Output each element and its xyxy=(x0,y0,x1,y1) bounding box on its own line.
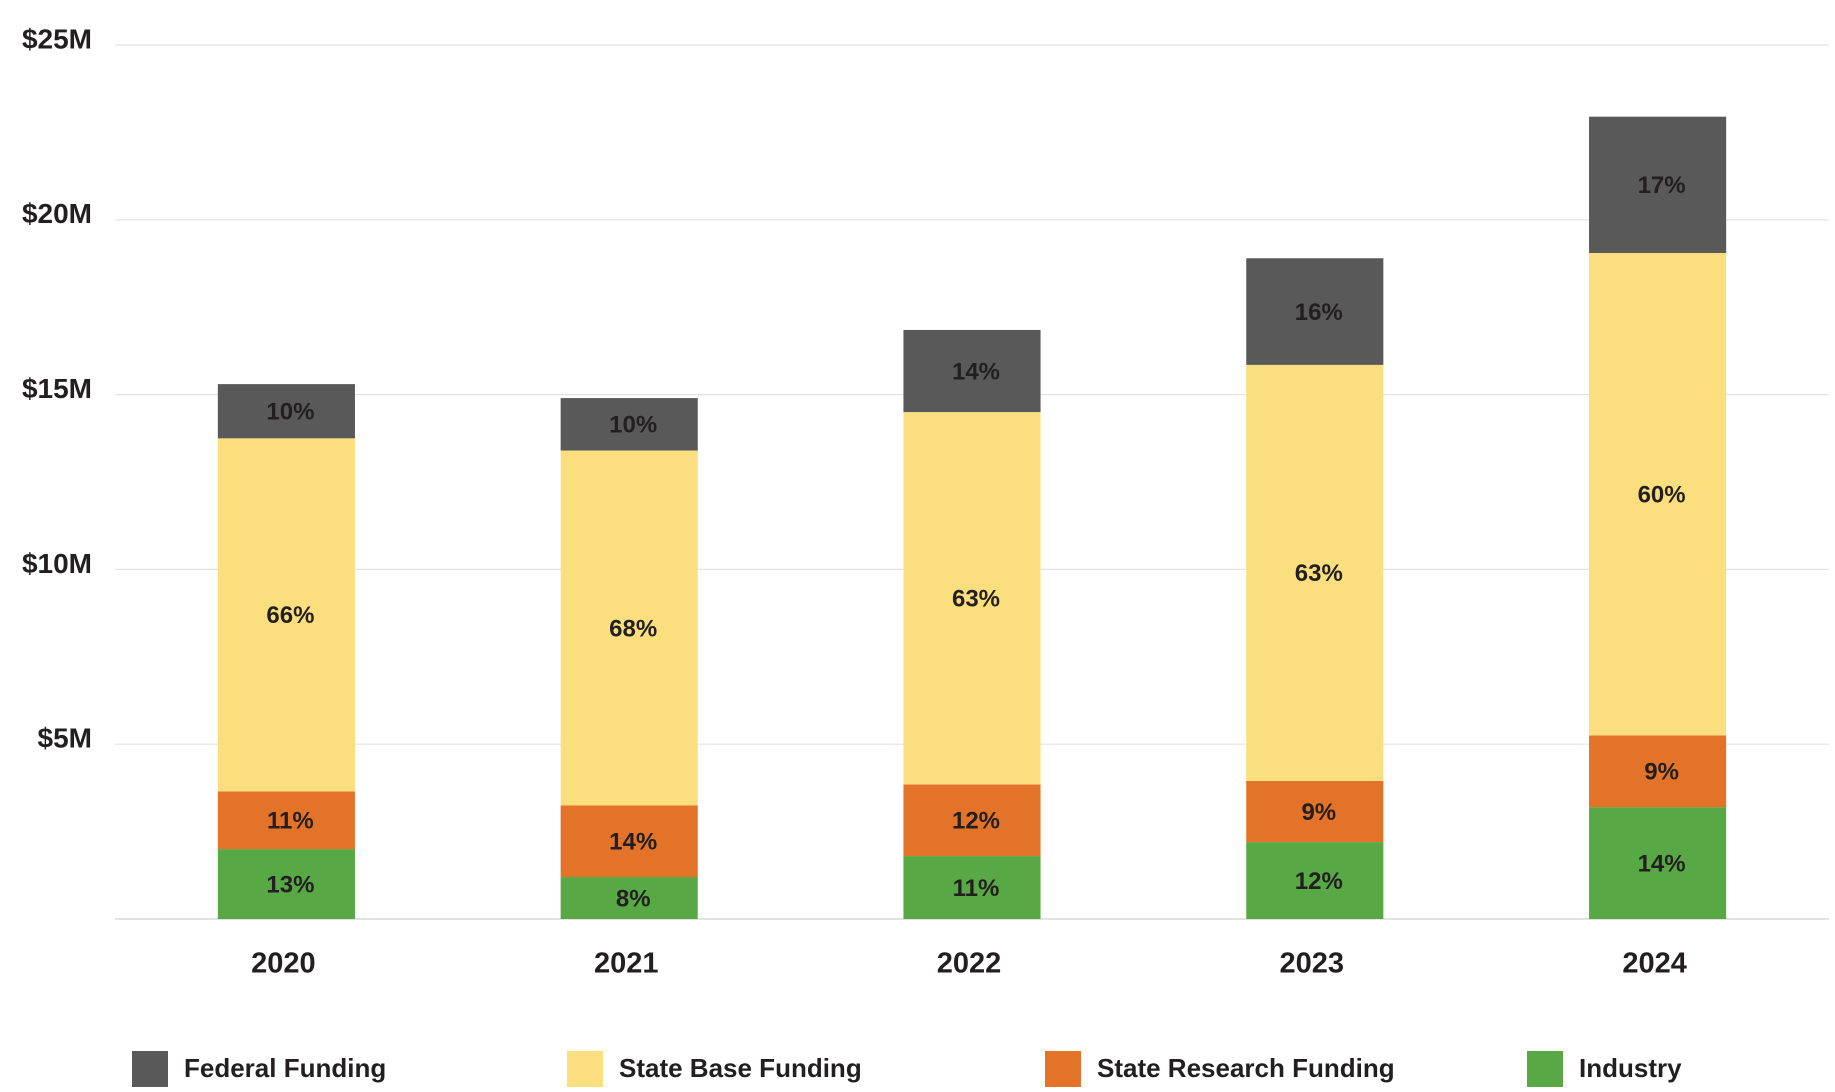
data-label: 14% xyxy=(952,358,1000,385)
bar-segment xyxy=(217,849,355,919)
bar-segment xyxy=(560,877,698,919)
bar-segment xyxy=(217,791,355,850)
bar-segment xyxy=(903,329,1041,413)
bar-segment xyxy=(1589,116,1727,254)
data-label: 10% xyxy=(609,412,657,439)
x-tick-label: 2024 xyxy=(1622,948,1687,980)
bar-segment xyxy=(903,784,1041,857)
bar-segment xyxy=(217,384,355,439)
bar-segment xyxy=(1246,364,1384,781)
data-label: 14% xyxy=(1638,850,1686,877)
bar-segment xyxy=(903,856,1041,919)
data-label: 12% xyxy=(1295,868,1343,895)
data-label: 68% xyxy=(609,615,657,642)
x-tick-label: 2022 xyxy=(937,948,1002,980)
y-tick-label: $10M xyxy=(22,548,92,579)
legend-swatch xyxy=(1527,1051,1563,1087)
legend-label: State Research Funding xyxy=(1097,1053,1395,1083)
x-tick-label: 2021 xyxy=(594,948,659,980)
bar-segment xyxy=(1589,253,1727,736)
bar-segment xyxy=(217,438,355,792)
data-label: 11% xyxy=(953,875,1000,902)
data-label: 10% xyxy=(266,399,314,426)
data-label: 16% xyxy=(1295,299,1343,326)
bar-segment xyxy=(1246,780,1384,843)
legend-label: Federal Funding xyxy=(184,1053,386,1083)
data-label: 11% xyxy=(267,808,314,835)
data-label: 60% xyxy=(1638,482,1686,509)
y-tick-label: $5M xyxy=(38,723,92,754)
legend-swatch xyxy=(1045,1051,1081,1087)
data-label: 63% xyxy=(952,586,1000,613)
x-tick-label: 2020 xyxy=(251,948,316,980)
bar-segment xyxy=(903,412,1041,785)
data-label: 8% xyxy=(616,885,651,912)
data-label: 17% xyxy=(1638,172,1686,199)
bar-segment xyxy=(1589,807,1727,919)
data-label: 12% xyxy=(952,808,1000,835)
y-tick-label: $20M xyxy=(22,198,92,229)
data-label: 14% xyxy=(609,829,657,856)
bar-segment xyxy=(1589,735,1727,808)
bar-segment xyxy=(1246,258,1384,365)
legend-swatch xyxy=(567,1051,603,1087)
bar-segment xyxy=(560,450,698,806)
legend-swatch xyxy=(132,1051,168,1087)
bar-segment xyxy=(1246,842,1384,919)
data-label: 66% xyxy=(266,602,314,629)
x-tick-label: 2023 xyxy=(1280,948,1345,980)
data-label: 9% xyxy=(1301,799,1336,826)
data-label: 9% xyxy=(1644,759,1679,786)
data-label: 63% xyxy=(1295,560,1343,587)
legend-label: State Base Funding xyxy=(619,1053,862,1083)
data-label: 13% xyxy=(266,871,314,898)
bar-segment xyxy=(560,805,698,878)
bar-segment xyxy=(560,398,698,451)
y-tick-label: $25M xyxy=(22,23,92,54)
y-tick-label: $15M xyxy=(22,373,92,404)
legend-label: Industry xyxy=(1579,1053,1682,1083)
